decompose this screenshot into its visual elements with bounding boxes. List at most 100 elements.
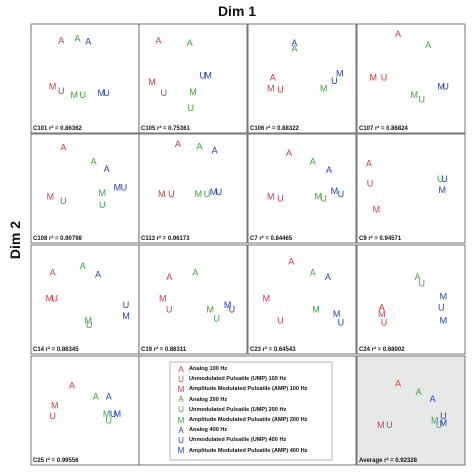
scatter-point: A [58, 36, 64, 46]
legend-item: A Analog 100 Hz [173, 364, 227, 374]
scatter-point: A [310, 268, 316, 278]
scatter-point: M [267, 191, 275, 201]
scatter-point: M [122, 311, 130, 321]
scatter-point: A [395, 379, 401, 389]
scatter-point: M [320, 84, 328, 94]
scatter-point: A [395, 29, 401, 39]
scatter-point: U [161, 88, 168, 98]
scatter-point: M [439, 185, 447, 195]
scatter-point: M [195, 189, 203, 199]
scatter-point: M [114, 409, 122, 419]
legend-letter: U [178, 435, 184, 445]
panel-frame [356, 355, 466, 466]
panel-label: C9 r² = 0.94571 [359, 235, 402, 242]
scatter-point: M [312, 305, 320, 315]
legend-label: Analog 200 Hz [189, 396, 228, 403]
scatter-point: U [277, 194, 284, 204]
scatter-point: M [267, 84, 275, 94]
scatter-point: M [263, 294, 271, 304]
legend-frame [138, 355, 357, 466]
scatter-point: M [84, 316, 92, 326]
legend-letter: U [178, 405, 184, 415]
scatter-point: U [123, 300, 130, 310]
scatter-point: M [159, 294, 167, 304]
scatter-point: U [437, 174, 444, 184]
scatter-point: M [204, 71, 212, 81]
scatter-point: U [338, 318, 345, 328]
legend-item: A Analog 200 Hz [173, 395, 227, 405]
scatter-point: A [80, 261, 86, 271]
legend-label: Unmodulated Pulsatile (UMP) 400 Hz [189, 437, 287, 444]
panel-label: C23 r² = 0.64543 [250, 346, 296, 353]
panel-label: Average r² = 0.92328 [359, 457, 418, 464]
scatter-point: U [168, 189, 175, 199]
scatter-point: A [366, 159, 372, 169]
panel-frame [30, 133, 140, 244]
scatter-point: U [381, 318, 388, 328]
scatter-point: A [425, 40, 431, 50]
scatter-point: U [60, 196, 67, 206]
scatter-point: M [189, 87, 197, 97]
scatter-point: A [270, 73, 276, 83]
panel-frame [247, 244, 357, 355]
legend-label: Unmodulated Pulsatile (UMP) 100 Hz [189, 376, 287, 383]
legend-letter: U [178, 374, 184, 384]
scatter-point: U [121, 183, 128, 193]
legend-item: U Unmodulated Pulsatile (UMP) 400 Hz [173, 435, 286, 445]
scatter-point: M [378, 309, 386, 319]
scatter-point: U [331, 76, 338, 86]
panel-label: C19 r² = 0.86311 [141, 346, 187, 353]
panel-frame [138, 244, 248, 355]
panel-label: C106 r² = 0.88322 [250, 125, 300, 132]
scatter-point: U [277, 85, 284, 95]
scatter-point: A [212, 146, 218, 156]
scatter-point: A [326, 165, 332, 175]
legend-letter: A [178, 364, 184, 374]
legend-item: M Amplitude Modulated Pulsatile (AMP) 100… [173, 384, 308, 394]
scatter-point: U [214, 313, 221, 323]
scatter-point: A [69, 381, 75, 391]
scatter-point: U [381, 73, 388, 83]
scatter-point: U [49, 411, 56, 421]
scatter-point: M [377, 420, 385, 430]
scatter-point: A [192, 268, 198, 278]
scatter-point: U [58, 86, 65, 96]
scatter-point: U [386, 420, 393, 430]
panel-frame [356, 23, 466, 134]
scatter-point: M [440, 292, 448, 302]
scatter-point: U [204, 189, 211, 199]
scatter-point: M [70, 90, 78, 100]
legend-item: M Amplitude Modulated Pulsatile (AMP) 200… [173, 415, 308, 425]
scatter-point: M [440, 316, 448, 326]
panel-label: C105 r² = 0.75361 [141, 125, 191, 132]
legend-item: U Unmodulated Pulsatile (UMP) 200 Hz [173, 405, 286, 415]
scatter-point: M [99, 188, 107, 198]
legend-item: A Analog 400 Hz [173, 425, 227, 435]
legend-label: Amplitude Modulated Pulsatile (AMP) 100 … [189, 386, 308, 393]
panel-label: C113 r² = 0.96173 [141, 235, 190, 242]
legend-label: Amplitude Modulated Pulsatile (AMP) 200 … [189, 417, 308, 423]
scatter-point: U [80, 90, 87, 100]
scatter-point: U [440, 411, 447, 421]
scatter-point: U [419, 95, 426, 105]
legend-letter: M [177, 446, 185, 456]
scatter-point: A [291, 43, 297, 53]
legend-letter: A [178, 425, 184, 435]
scatter-point: U [106, 416, 113, 426]
scatter-point: A [104, 164, 110, 174]
scatter-point: U [199, 71, 206, 81]
scatter-point: A [95, 270, 101, 280]
scatter-point: A [325, 272, 331, 282]
scatter-point: U [419, 278, 426, 288]
panel-label: C24 r² = 0.68002 [359, 346, 405, 353]
